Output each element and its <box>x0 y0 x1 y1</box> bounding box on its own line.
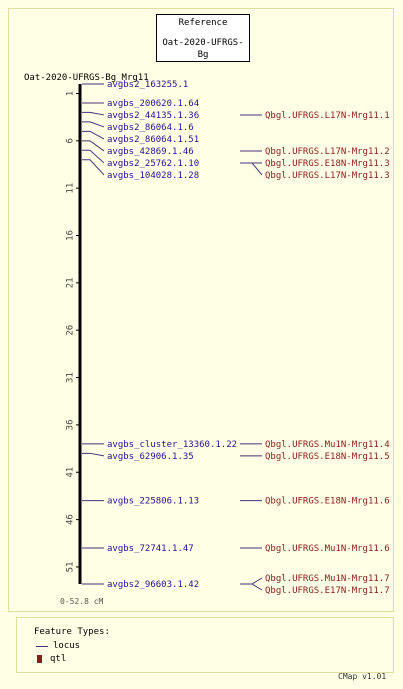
axis-tick-label: 21 <box>66 277 76 288</box>
locus-label[interactable]: avgbs2_25762.1.10 <box>107 159 199 169</box>
qtl-label[interactable]: Qbgl.UFRGS.Mu1N-Mrg11.4 <box>265 440 390 450</box>
qtl-box-icon <box>37 655 42 663</box>
locus-connector <box>82 140 105 152</box>
qtl-label[interactable]: Qbgl.UFRGS.E18N-Mrg11.6 <box>265 497 390 507</box>
range-label: 0-52.8 cM <box>60 597 104 606</box>
version-label: CMap v1.01 <box>338 672 387 681</box>
locus-label[interactable]: avgbs2_44135.1.36 <box>107 111 199 121</box>
map-panel <box>8 8 394 612</box>
axis-tick-label: 41 <box>66 467 76 478</box>
qtl-label[interactable]: Qbgl.UFRGS.L17N-Mrg11.1 <box>265 111 390 121</box>
locus-line-icon <box>36 645 48 647</box>
qtl-label[interactable]: Qbgl.UFRGS.E18N-Mrg11.5 <box>265 452 390 462</box>
qtl-connector <box>240 583 263 591</box>
qtl-label[interactable]: Qbgl.UFRGS.E17N-Mrg11.7 <box>265 586 390 596</box>
locus-connector <box>82 159 105 176</box>
reference-box[interactable]: Reference Oat-2020-UFRGS-Bg <box>156 14 250 62</box>
legend-title: Feature Types: <box>34 627 110 637</box>
axis-tick-label: 26 <box>66 325 76 336</box>
axis-tick-label: 36 <box>66 419 76 430</box>
legend-qtl-label: qtl <box>50 654 67 664</box>
qtl-label[interactable]: Qbgl.UFRGS.Mu1N-Mrg11.6 <box>265 544 390 554</box>
qtl-label[interactable]: Qbgl.UFRGS.L17N-Mrg11.2 <box>265 147 390 157</box>
locus-label[interactable]: avgbs_72741.1.47 <box>107 544 194 554</box>
axis-tick-label: 46 <box>66 514 76 525</box>
map-diagram: 16111621263136414651avgbs2_163255.1avgbs… <box>66 80 390 596</box>
locus-label[interactable]: avgbs2_86064.1.6 <box>107 123 194 133</box>
locus-label[interactable]: avgbs_42869.1.46 <box>107 147 194 157</box>
legend-item-qtl: qtl <box>36 654 66 664</box>
locus-label[interactable]: avgbs_225806.1.13 <box>107 497 199 507</box>
axis-tick-label: 31 <box>66 372 76 383</box>
axis-tick-label: 16 <box>66 230 76 241</box>
locus-connector <box>82 452 105 457</box>
locus-connector <box>82 149 105 164</box>
axis-tick-label: 6 <box>66 138 76 143</box>
reference-map-name: Oat-2020-UFRGS-Bg <box>162 38 244 60</box>
legend-panel <box>16 617 394 673</box>
locus-label[interactable]: avgbs2_86064.1.51 <box>107 135 199 145</box>
map-title[interactable]: Oat-2020-UFRGS-Bg_Mrg11 <box>24 73 149 83</box>
legend-item-locus: locus <box>36 641 80 651</box>
locus-label[interactable]: avgbs_200620.1.64 <box>107 99 199 109</box>
locus-label[interactable]: avgbs_104028.1.28 <box>107 171 199 181</box>
axis-tick-label: 51 <box>66 562 76 573</box>
qtl-connector <box>240 577 263 585</box>
locus-label[interactable]: avgbs2_163255.1 <box>107 80 188 90</box>
locus-connector <box>82 111 105 116</box>
locus-connector <box>82 121 105 128</box>
qtl-label[interactable]: Qbgl.UFRGS.E18N-Mrg11.3 <box>265 159 390 169</box>
reference-label: Reference <box>178 18 228 28</box>
axis-tick-label: 1 <box>66 91 76 96</box>
axis-tick-label: 11 <box>66 183 76 194</box>
locus-connector <box>82 130 105 140</box>
legend-locus-label: locus <box>53 641 81 651</box>
qtl-label[interactable]: Qbgl.UFRGS.L17N-Mrg11.3 <box>265 171 390 181</box>
locus-label[interactable]: avgbs2_96603.1.42 <box>107 580 199 590</box>
qtl-label[interactable]: Qbgl.UFRGS.Mu1N-Mrg11.7 <box>265 574 390 584</box>
locus-label[interactable]: avgbs_cluster_13360.1.22 <box>107 440 237 450</box>
qtl-connector <box>240 162 263 176</box>
locus-label[interactable]: avgbs_62906.1.35 <box>107 452 194 462</box>
